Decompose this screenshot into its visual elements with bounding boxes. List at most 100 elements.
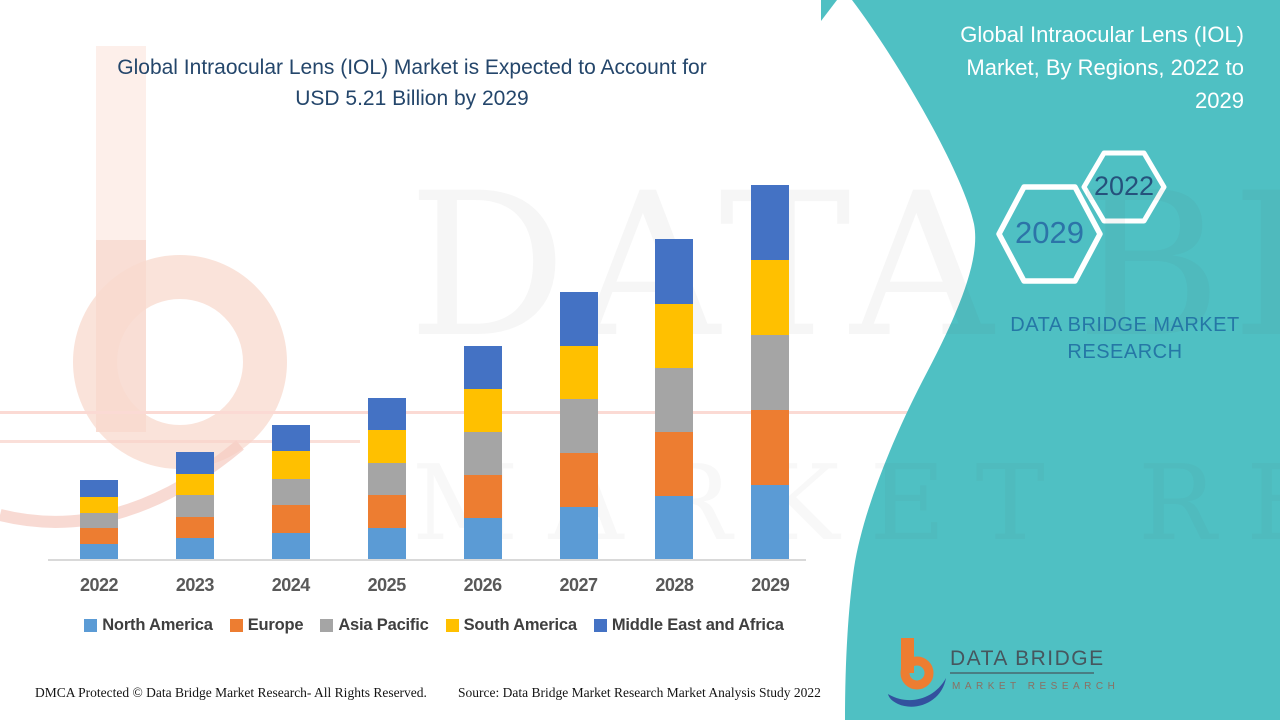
bar-segment-europe xyxy=(271,505,310,533)
bar-segment-north-america xyxy=(175,538,214,560)
bar-segment-asia-pacific xyxy=(80,512,118,529)
bar-segment-europe xyxy=(655,431,694,496)
bar-segment-europe xyxy=(367,495,406,528)
bar-segment-middle-east-and-africa xyxy=(271,424,310,452)
x-axis-line xyxy=(48,559,806,561)
bar-segment-asia-pacific xyxy=(271,478,310,506)
bar-segment-south-america xyxy=(271,451,310,479)
bar-segment-europe xyxy=(80,528,118,545)
page-title: Global Intraocular Lens (IOL) Market is … xyxy=(38,52,786,114)
bar-segment-middle-east-and-africa xyxy=(559,292,598,347)
bar-segment-asia-pacific xyxy=(463,431,502,475)
watermark-b-bowl xyxy=(73,255,287,469)
side-panel-title: Global Intraocular Lens (IOL) Market, By… xyxy=(914,18,1244,117)
stacked-bar-2028 xyxy=(655,238,694,560)
side-panel-title-line3: 2029 xyxy=(1195,88,1244,113)
watermark-pink-line-2 xyxy=(0,440,360,443)
page-title-line2: USD 5.21 Billion by 2029 xyxy=(295,87,529,110)
legend-label: Europe xyxy=(247,616,304,634)
legend-item-north-america: North America xyxy=(84,616,213,635)
bar-segment-south-america xyxy=(559,346,598,400)
legend-swatch-icon xyxy=(445,619,459,632)
bar-segment-middle-east-and-africa xyxy=(367,398,406,431)
legend-label: South America xyxy=(463,616,577,634)
data-bridge-logo: DATA BRIDGE MARKET RESEARCH xyxy=(888,638,1116,707)
hexagon-2022-label: 2022 xyxy=(1093,171,1155,201)
legend-swatch-icon xyxy=(593,619,607,632)
bar-segment-south-america xyxy=(175,473,214,496)
chart-legend: North America Europe Asia Pacific South Ame… xyxy=(40,616,828,635)
bar-segment-asia-pacific xyxy=(655,367,694,432)
bar-segment-north-america xyxy=(751,485,790,560)
stacked-bar-2022 xyxy=(80,480,118,560)
bar-segment-asia-pacific xyxy=(751,335,790,411)
legend-label: Asia Pacific xyxy=(338,616,429,634)
logo-navy-swoosh xyxy=(888,678,946,707)
legend-label: North America xyxy=(102,616,213,634)
bar-segment-middle-east-and-africa xyxy=(655,238,694,304)
stacked-bar-2029 xyxy=(751,184,790,560)
bar-segment-europe xyxy=(463,475,502,518)
legend-item-asia-pacific: Asia Pacific xyxy=(320,616,429,635)
bar-segment-south-america xyxy=(367,430,406,463)
page-title-line1: Global Intraocular Lens (IOL) Market is … xyxy=(117,56,707,79)
watermark-text-line1: DATA BRIDGE xyxy=(408,150,1280,381)
x-axis-label-2022: 2022 xyxy=(79,575,119,595)
bar-segment-north-america xyxy=(80,544,118,560)
x-axis-label-2023: 2023 xyxy=(175,575,215,595)
brand-wordmark-line1: DATA BRIDGE MARKET xyxy=(1010,314,1240,336)
legend-swatch-icon xyxy=(320,619,334,632)
hexagon-2029-icon xyxy=(996,184,1103,284)
side-panel-title-line1: Global Intraocular Lens (IOL) xyxy=(960,22,1244,47)
stacked-bar-2023 xyxy=(175,452,214,560)
logo-text-data-bridge: DATA BRIDGE xyxy=(950,647,1105,670)
bar-segment-north-america xyxy=(655,495,694,560)
x-axis-label-2028: 2028 xyxy=(655,575,694,595)
bar-segment-europe xyxy=(175,516,214,539)
source-note: Source: Data Bridge Market Research Mark… xyxy=(458,685,821,700)
stacked-bar-2027 xyxy=(559,292,598,560)
brand-wordmark-line2: RESEARCH xyxy=(1067,341,1183,363)
legend-item-middle-east-and-africa: Middle East and Africa xyxy=(593,616,784,635)
stacked-bar-2024 xyxy=(271,424,310,560)
bar-segment-middle-east-and-africa xyxy=(175,452,214,474)
bar-segment-north-america xyxy=(463,517,502,560)
x-axis-label-2026: 2026 xyxy=(463,575,503,595)
bar-segment-south-america xyxy=(655,303,694,368)
bar-segment-south-america xyxy=(751,260,790,336)
stacked-bar-2026 xyxy=(463,346,502,560)
bar-segment-middle-east-and-africa xyxy=(751,184,790,261)
logo-text-market-research: MARKET RESEARCH xyxy=(952,681,1116,692)
legend-item-south-america: South America xyxy=(445,616,577,635)
side-panel-title-line2: Market, By Regions, 2022 to xyxy=(966,55,1244,80)
watermark-text-line2: MARKET RESEARCH xyxy=(412,442,1280,564)
x-axis-label-2024: 2024 xyxy=(271,575,311,595)
bar-segment-europe xyxy=(751,410,790,486)
hexagon-2022-icon xyxy=(1081,150,1167,224)
legend-label: Middle East and Africa xyxy=(611,616,784,634)
x-axis-label-2029: 2029 xyxy=(751,575,790,595)
legend-swatch-icon xyxy=(84,619,98,632)
hexagon-2029-label: 2029 xyxy=(1015,215,1084,250)
brand-wordmark: DATA BRIDGE MARKET RESEARCH xyxy=(1000,312,1250,366)
bar-segment-north-america xyxy=(559,506,598,560)
side-panel-background xyxy=(845,0,1280,720)
bar-segment-asia-pacific xyxy=(175,495,214,517)
bar-segment-middle-east-and-africa xyxy=(80,480,118,497)
legend-item-europe: Europe xyxy=(229,616,304,635)
watermark-b-stem-top xyxy=(96,46,146,242)
stacked-bar-2025 xyxy=(367,398,406,560)
x-axis-label-2027: 2027 xyxy=(559,575,598,595)
side-panel-top-sliver xyxy=(821,0,837,21)
bar-segment-asia-pacific xyxy=(559,399,598,453)
bar-segment-europe xyxy=(559,452,598,507)
bar-segment-north-america xyxy=(271,532,310,560)
bar-segment-asia-pacific xyxy=(367,462,406,496)
legend-swatch-icon xyxy=(229,619,243,632)
bar-segment-middle-east-and-africa xyxy=(463,346,502,390)
logo-b-bowl xyxy=(900,656,934,690)
